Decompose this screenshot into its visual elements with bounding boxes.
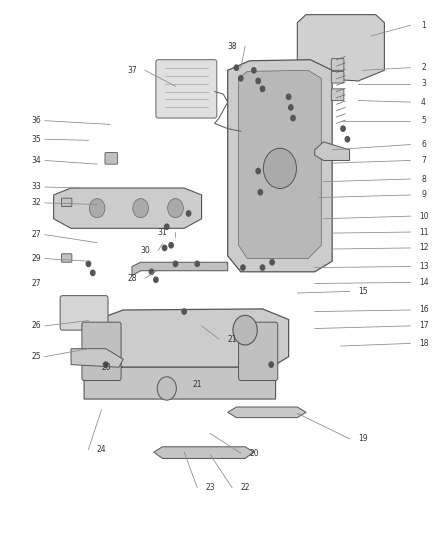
Text: 26: 26	[32, 321, 41, 330]
Circle shape	[269, 362, 273, 367]
FancyBboxPatch shape	[105, 152, 117, 164]
Polygon shape	[53, 188, 201, 228]
Circle shape	[270, 260, 274, 265]
Circle shape	[168, 199, 184, 217]
FancyBboxPatch shape	[82, 322, 121, 381]
Circle shape	[341, 126, 345, 131]
Polygon shape	[228, 60, 332, 272]
Circle shape	[104, 362, 108, 367]
Text: 9: 9	[421, 190, 426, 199]
Text: 6: 6	[421, 140, 426, 149]
Circle shape	[86, 261, 91, 266]
Polygon shape	[315, 142, 350, 160]
Circle shape	[186, 211, 191, 216]
Text: 20: 20	[101, 363, 111, 372]
Polygon shape	[84, 362, 276, 399]
Circle shape	[233, 316, 257, 345]
FancyBboxPatch shape	[239, 322, 278, 381]
Text: 3: 3	[421, 79, 426, 88]
Circle shape	[239, 76, 243, 81]
Text: 2: 2	[421, 63, 426, 72]
Circle shape	[289, 105, 293, 110]
Text: 32: 32	[32, 198, 41, 207]
Circle shape	[133, 199, 148, 217]
Circle shape	[241, 265, 245, 270]
Text: 13: 13	[419, 262, 428, 271]
Polygon shape	[71, 349, 123, 367]
Text: 5: 5	[421, 116, 426, 125]
Text: 20: 20	[249, 449, 258, 458]
Text: 38: 38	[227, 42, 237, 51]
Text: 27: 27	[32, 279, 41, 288]
Text: 7: 7	[421, 156, 426, 165]
Circle shape	[260, 86, 265, 92]
Text: 19: 19	[358, 434, 367, 443]
Circle shape	[286, 94, 291, 100]
Circle shape	[91, 270, 95, 276]
Text: 15: 15	[358, 287, 367, 296]
Circle shape	[154, 277, 158, 282]
FancyBboxPatch shape	[331, 71, 344, 83]
Circle shape	[263, 148, 297, 189]
Text: 23: 23	[205, 483, 215, 492]
Circle shape	[89, 199, 105, 217]
FancyBboxPatch shape	[156, 60, 217, 118]
Text: 33: 33	[32, 182, 41, 191]
Circle shape	[252, 68, 256, 73]
Text: 36: 36	[32, 116, 41, 125]
Circle shape	[195, 261, 199, 266]
Polygon shape	[297, 14, 385, 81]
Text: 12: 12	[419, 244, 428, 253]
Text: 21: 21	[192, 379, 202, 389]
Text: 27: 27	[32, 230, 41, 239]
Circle shape	[165, 224, 169, 229]
Text: 16: 16	[419, 305, 428, 314]
Text: 10: 10	[419, 212, 428, 221]
Circle shape	[162, 245, 167, 251]
Circle shape	[173, 261, 178, 266]
Text: 22: 22	[240, 483, 250, 492]
Polygon shape	[239, 70, 321, 259]
Text: 11: 11	[419, 228, 428, 237]
FancyBboxPatch shape	[61, 254, 72, 262]
Circle shape	[149, 269, 154, 274]
Text: 24: 24	[97, 445, 106, 454]
Text: 28: 28	[127, 273, 137, 282]
Text: 25: 25	[32, 352, 41, 361]
Text: 1: 1	[421, 21, 426, 30]
Text: 34: 34	[32, 156, 41, 165]
Text: 35: 35	[32, 135, 41, 144]
Text: 37: 37	[127, 66, 137, 75]
Text: 17: 17	[419, 321, 428, 330]
FancyBboxPatch shape	[331, 89, 344, 101]
Text: 29: 29	[32, 254, 41, 263]
Circle shape	[345, 136, 350, 142]
Text: 14: 14	[419, 278, 428, 287]
Text: 4: 4	[421, 98, 426, 107]
Text: 30: 30	[140, 246, 150, 255]
Circle shape	[234, 65, 239, 70]
Circle shape	[256, 168, 260, 174]
Text: 18: 18	[419, 339, 428, 348]
Polygon shape	[154, 447, 254, 458]
Circle shape	[157, 377, 177, 400]
Circle shape	[182, 309, 186, 314]
Polygon shape	[228, 407, 306, 418]
Circle shape	[291, 115, 295, 120]
Text: 31: 31	[158, 228, 167, 237]
Polygon shape	[132, 262, 228, 276]
Polygon shape	[97, 309, 289, 367]
FancyBboxPatch shape	[61, 198, 72, 207]
FancyBboxPatch shape	[331, 59, 344, 70]
Circle shape	[258, 190, 262, 195]
Text: 8: 8	[421, 174, 426, 183]
Text: 21: 21	[227, 335, 237, 344]
FancyBboxPatch shape	[60, 296, 108, 330]
Circle shape	[260, 265, 265, 270]
Circle shape	[256, 78, 260, 84]
Circle shape	[169, 243, 173, 248]
